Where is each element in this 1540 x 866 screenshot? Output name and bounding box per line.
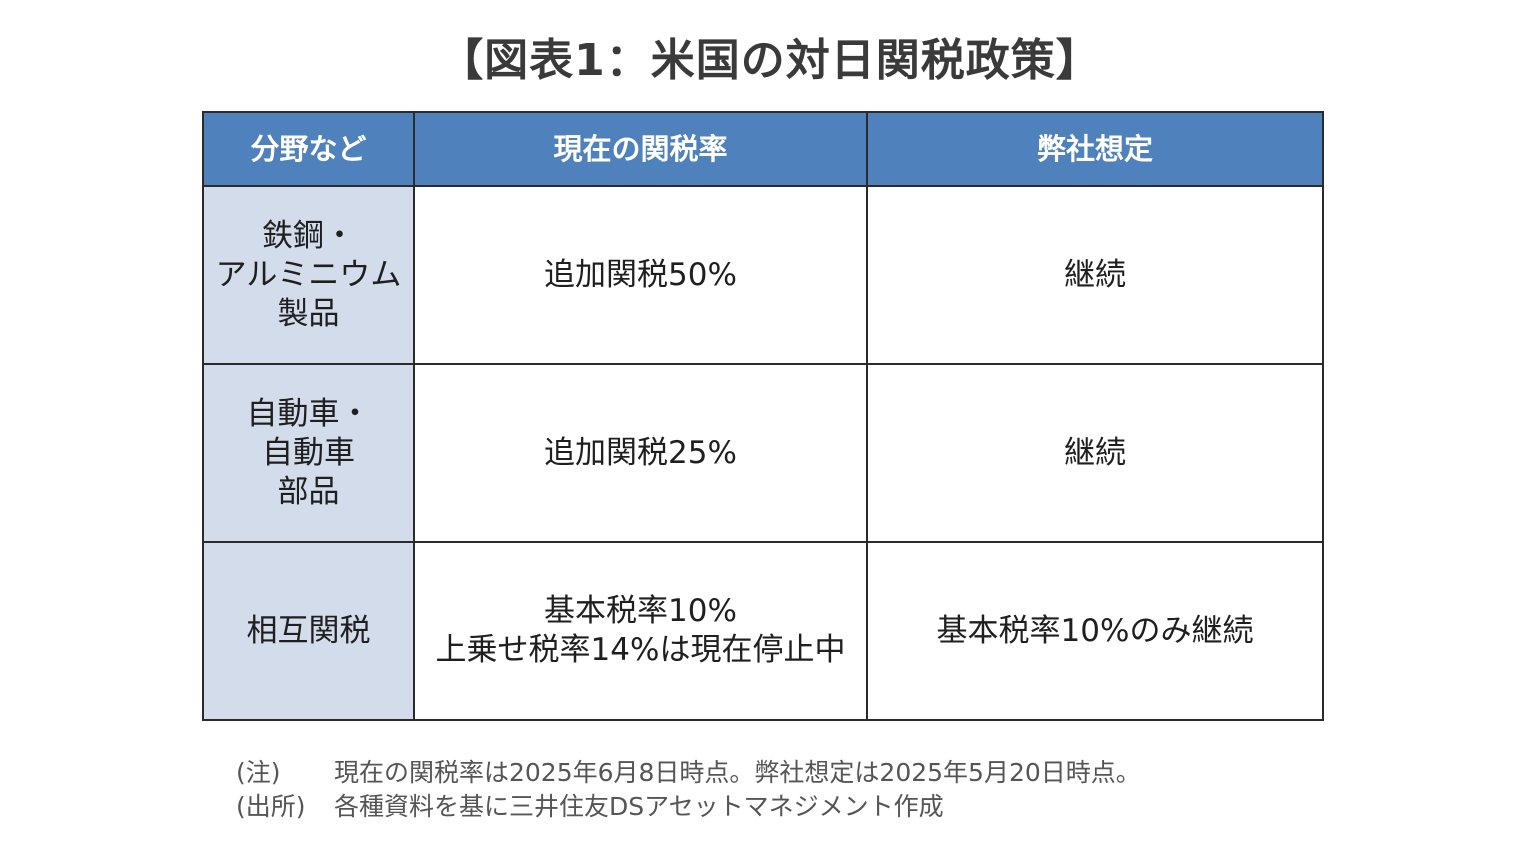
category-line: アルミニウム (215, 256, 402, 293)
current-rate-line: 上乗せ税率14%は現在停止中 (435, 632, 846, 668)
category-line: 製品 (277, 295, 340, 332)
tariff-policy-table: 分野など 現在の関税率 弊社想定 鉄鋼・ アルミニウム 製品 追加関税50% 継… (202, 111, 1324, 721)
current-rate-line: 基本税率10% (544, 593, 737, 629)
header-company-assumption: 弊社想定 (866, 111, 1324, 187)
footnote-text: 各種資料を基に三井住友DSアセットマネジメント作成 (334, 792, 944, 821)
footnote-note: (注) 現在の関税率は2025年6月8日時点。弊社想定は2025年5月20日時点… (236, 756, 1141, 790)
assumption-cell: 継続 (866, 363, 1324, 543)
current-rate-line: 追加関税50% (544, 256, 737, 293)
category-cell: 相互関税 (202, 541, 415, 721)
category-line: 相互関税 (246, 612, 371, 649)
category-line: 自動車 (262, 434, 355, 471)
page-title: 【図表1：米国の対日関税政策】 (439, 35, 1101, 86)
table-header-row: 分野など 現在の関税率 弊社想定 (202, 111, 1324, 187)
footnote-source: (出所) 各種資料を基に三井住友DSアセットマネジメント作成 (236, 790, 1141, 824)
current-rate-cell: 追加関税25% (413, 363, 868, 543)
header-current-rate: 現在の関税率 (413, 111, 868, 187)
assumption-cell: 基本税率10%のみ継続 (866, 541, 1324, 721)
category-line: 自動車・ (246, 395, 371, 432)
assumption-line: 継続 (1064, 434, 1126, 471)
category-line: 鉄鋼・ (262, 217, 355, 254)
table-row: 鉄鋼・ アルミニウム 製品 追加関税50% 継続 (202, 185, 1324, 365)
category-cell: 鉄鋼・ アルミニウム 製品 (202, 185, 415, 365)
header-category: 分野など (202, 111, 415, 187)
assumption-line: 継続 (1064, 256, 1126, 293)
category-line: 部品 (277, 473, 340, 510)
footnotes: (注) 現在の関税率は2025年6月8日時点。弊社想定は2025年5月20日時点… (236, 756, 1141, 824)
current-rate-cell: 追加関税50% (413, 185, 868, 365)
footnote-text: 現在の関税率は2025年6月8日時点。弊社想定は2025年5月20日時点。 (334, 758, 1141, 787)
footnote-label: (注) (236, 758, 281, 787)
assumption-line: 基本税率10%のみ継続 (936, 612, 1254, 649)
table-row: 相互関税 基本税率10% 上乗せ税率14%は現在停止中 基本税率10%のみ継続 (202, 541, 1324, 721)
current-rate-cell: 基本税率10% 上乗せ税率14%は現在停止中 (413, 541, 868, 721)
table-row: 自動車・ 自動車 部品 追加関税25% 継続 (202, 363, 1324, 543)
footnote-label: (出所) (236, 792, 306, 821)
assumption-cell: 継続 (866, 185, 1324, 365)
category-cell: 自動車・ 自動車 部品 (202, 363, 415, 543)
current-rate-line: 追加関税25% (544, 434, 737, 471)
